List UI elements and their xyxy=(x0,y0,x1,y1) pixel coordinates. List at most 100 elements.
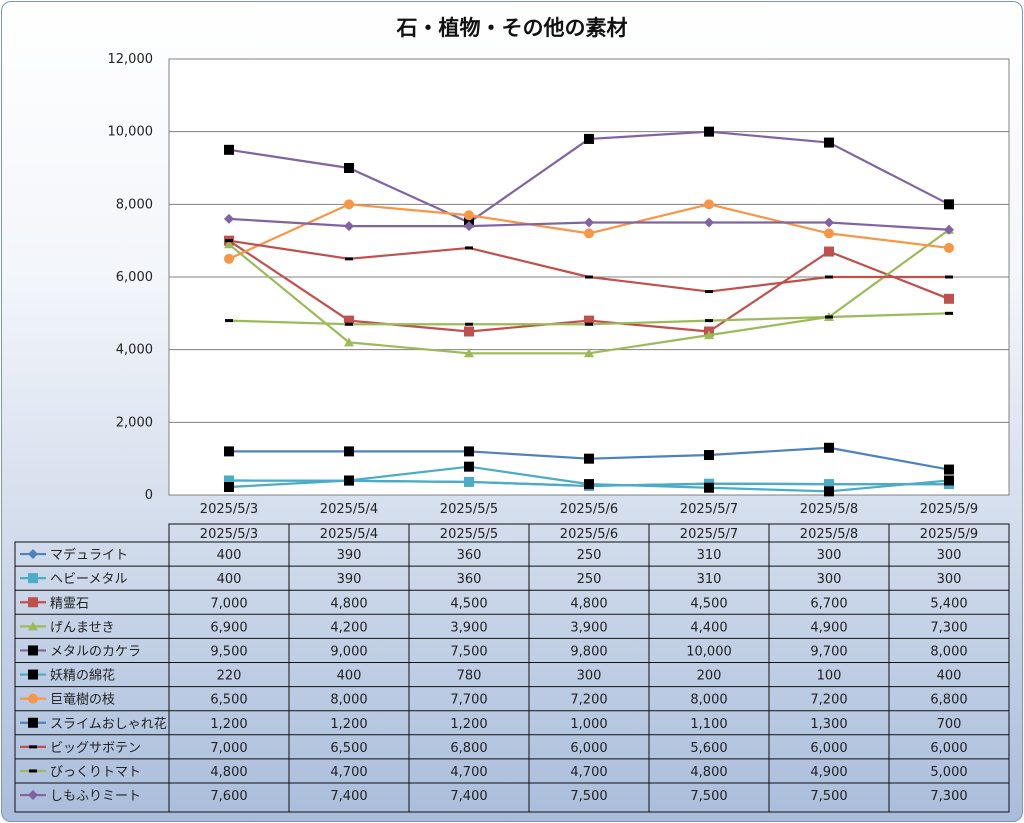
table-cell: 400 xyxy=(937,669,962,684)
data-point xyxy=(944,293,954,304)
table-cell: 3,900 xyxy=(450,620,487,635)
x-tick-label: 2025/5/5 xyxy=(440,502,498,517)
data-point xyxy=(224,239,234,249)
y-tick-label: 8,000 xyxy=(116,197,153,212)
table-cell: 390 xyxy=(337,548,362,563)
data-point xyxy=(344,315,354,326)
data-point xyxy=(944,242,954,253)
data-point xyxy=(465,246,473,250)
data-point xyxy=(344,337,354,347)
data-point xyxy=(584,348,594,358)
data-point xyxy=(464,348,474,358)
table-cell: 7,300 xyxy=(930,620,967,635)
data-point xyxy=(464,221,474,232)
data-point xyxy=(704,217,714,228)
legend-marker xyxy=(28,790,38,801)
table-header-cell: 2025/5/9 xyxy=(920,527,978,542)
legend-label: メタルのカケラ xyxy=(50,644,141,659)
table-cell: 9,700 xyxy=(810,644,847,659)
data-table: 2025/5/3 2025/5/4 2025/5/5 2025/5/6 2025/5/7… xyxy=(14,523,1010,813)
data-point xyxy=(224,446,234,457)
table-row: メタルのカケラ 9,500 9,000 7,500 9,800 10,000 9,700 8,… xyxy=(20,644,968,659)
legend-marker xyxy=(28,573,38,584)
data-point xyxy=(825,315,833,319)
table-row: ビッグサボテン 7,000 6,500 6,800 6,000 5,600 6,000 6,0… xyxy=(20,741,968,756)
table-cell: 220 xyxy=(217,669,242,684)
table-row: スライムおしゃれ花 1,200 1,200 1,200 1,000 1,100 1,300 7… xyxy=(20,716,961,732)
data-point xyxy=(345,322,353,326)
data-point xyxy=(464,326,474,337)
table-cell: 6,000 xyxy=(930,741,967,756)
table-header-cell: 2025/5/5 xyxy=(440,527,498,542)
data-point xyxy=(944,224,954,235)
x-tick-label: 2025/5/4 xyxy=(320,502,378,517)
series-7 xyxy=(224,199,954,264)
series-6 xyxy=(224,461,954,497)
legend-marker xyxy=(28,669,38,680)
legend-label: ビッグサボテン xyxy=(50,741,141,756)
table-cell: 1,100 xyxy=(690,717,727,732)
data-point xyxy=(224,475,234,486)
table-cell: 7,000 xyxy=(210,741,247,756)
table-border xyxy=(14,541,1010,813)
table-cell: 310 xyxy=(697,548,722,563)
table-cell: 360 xyxy=(457,548,482,563)
table-row: 巨竜樹の枝 6,500 8,000 7,700 7,200 8,000 7,200 6,800 xyxy=(20,693,968,708)
data-point xyxy=(824,486,834,497)
table-cell: 6,800 xyxy=(930,693,967,708)
table-cell: 8,000 xyxy=(930,644,967,659)
table-cell: 6,500 xyxy=(210,693,247,708)
table-cell: 1,300 xyxy=(810,717,847,732)
table-cell: 1,200 xyxy=(330,717,367,732)
data-point xyxy=(824,246,834,257)
legend-marker xyxy=(28,621,38,631)
table-row: マデュライト 400 390 360 250 310 300 300 xyxy=(20,547,961,563)
data-point xyxy=(584,133,594,144)
legend-label: げんませき xyxy=(50,620,115,635)
data-point xyxy=(584,228,594,239)
data-point xyxy=(944,475,954,486)
table-row: 精霊石 7,000 4,800 4,500 4,800 4,500 6,700 5,400 xyxy=(20,596,968,611)
data-point xyxy=(465,322,473,326)
data-point xyxy=(344,199,354,210)
table-cell: 6,900 xyxy=(210,620,247,635)
table-cell: 390 xyxy=(337,572,362,587)
series-5 xyxy=(224,126,954,228)
data-point xyxy=(464,461,474,472)
y-tick-label: 12,000 xyxy=(108,52,154,67)
table-row: びっくりトマト 4,800 4,700 4,700 4,700 4,800 4,900 5,0… xyxy=(20,765,968,780)
series-8 xyxy=(224,442,954,475)
table-cell: 6,000 xyxy=(570,741,607,756)
data-point xyxy=(345,257,353,261)
table-cell: 6,800 xyxy=(450,741,487,756)
data-point xyxy=(824,137,834,148)
series-11 xyxy=(224,213,954,235)
data-point xyxy=(224,144,234,155)
table-cell: 780 xyxy=(457,669,482,684)
table-cell: 3,900 xyxy=(570,620,607,635)
legend-marker xyxy=(28,597,38,608)
table-cell: 7,600 xyxy=(210,789,247,804)
table-cell: 4,700 xyxy=(570,765,607,780)
table-cell: 250 xyxy=(577,572,602,587)
data-point xyxy=(225,319,233,323)
table-cell: 700 xyxy=(937,717,962,732)
legend-label: ヘビーメタル xyxy=(50,572,127,587)
data-point xyxy=(464,446,474,457)
table-cell: 400 xyxy=(217,548,242,563)
table-cell: 4,800 xyxy=(570,596,607,611)
table-cell: 8,000 xyxy=(690,693,727,708)
data-point xyxy=(704,482,714,493)
table-cell: 7,500 xyxy=(690,789,727,804)
table-cell: 300 xyxy=(937,572,962,587)
data-point xyxy=(704,199,714,210)
data-point xyxy=(585,275,593,279)
table-cell: 360 xyxy=(457,572,482,587)
data-point xyxy=(585,322,593,326)
data-point xyxy=(464,210,474,221)
table-cell: 300 xyxy=(937,548,962,563)
data-point xyxy=(825,275,833,279)
table-cell: 300 xyxy=(817,572,842,587)
